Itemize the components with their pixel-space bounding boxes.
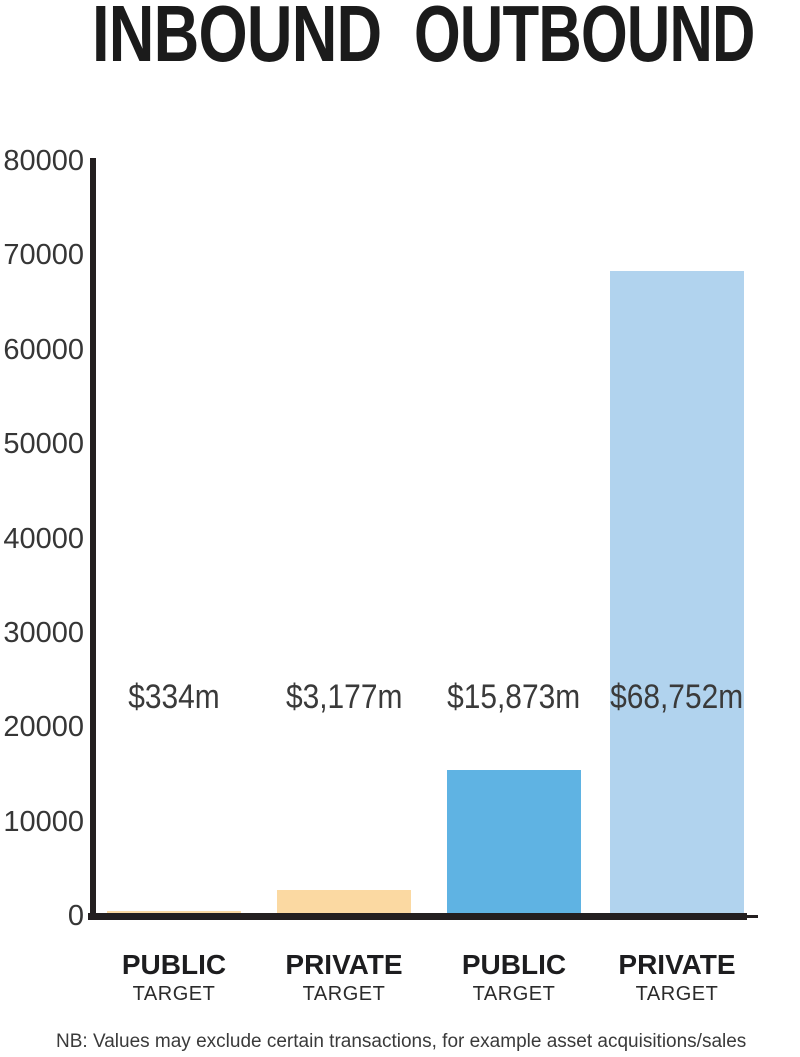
- bar: [610, 271, 744, 920]
- category-label-sub: TARGET: [635, 983, 719, 1005]
- y-axis-line: [90, 158, 96, 920]
- category-label-sub: TARGET: [302, 983, 386, 1005]
- category-label-main: PUBLIC: [121, 949, 227, 980]
- bar: [447, 770, 581, 920]
- bar-value-text: $15,873m: [447, 678, 581, 716]
- title-inbound: INBOUND: [92, 0, 382, 78]
- y-tick-label: 10000: [3, 805, 84, 838]
- category-label: PUBLIC TARGET: [424, 951, 604, 1005]
- category-label-main: PRIVATE: [285, 949, 403, 980]
- bar-value-label: $334m: [64, 678, 284, 716]
- bar-value-text: $3,177m: [285, 678, 403, 716]
- x-axis-line-extension: [747, 915, 758, 918]
- bar-value-label: $3,177m: [234, 678, 454, 716]
- category-label: PRIVATE TARGET: [254, 951, 434, 1005]
- bar-value-text: $68,752m: [610, 678, 744, 716]
- bar-value-label: $15,873m: [404, 678, 624, 716]
- y-tick-label: 0: [67, 900, 84, 932]
- x-axis-line: [88, 913, 747, 920]
- bar-value-text: $334m: [128, 678, 220, 716]
- y-tick-label: 70000: [3, 239, 84, 272]
- title-outbound: OUTBOUND: [414, 0, 755, 78]
- category-label-main: PRIVATE: [618, 949, 736, 980]
- y-tick-label: 20000: [3, 711, 84, 744]
- y-tick-label: 40000: [3, 522, 84, 555]
- bar-value-label: $68,752m: [567, 678, 787, 716]
- y-tick-label: 30000: [3, 616, 84, 649]
- footnote: NB: Values may exclude certain transacti…: [56, 1031, 747, 1052]
- category-label-main: PUBLIC: [461, 949, 567, 980]
- y-tick-label: 80000: [3, 145, 84, 177]
- y-tick-label: 50000: [3, 428, 84, 461]
- category-label: PUBLIC TARGET: [84, 951, 264, 1005]
- y-tick-label: 60000: [3, 333, 84, 366]
- category-label-sub: TARGET: [472, 983, 556, 1005]
- category-label: PRIVATE TARGET: [587, 951, 767, 1005]
- category-label-sub: TARGET: [132, 983, 216, 1005]
